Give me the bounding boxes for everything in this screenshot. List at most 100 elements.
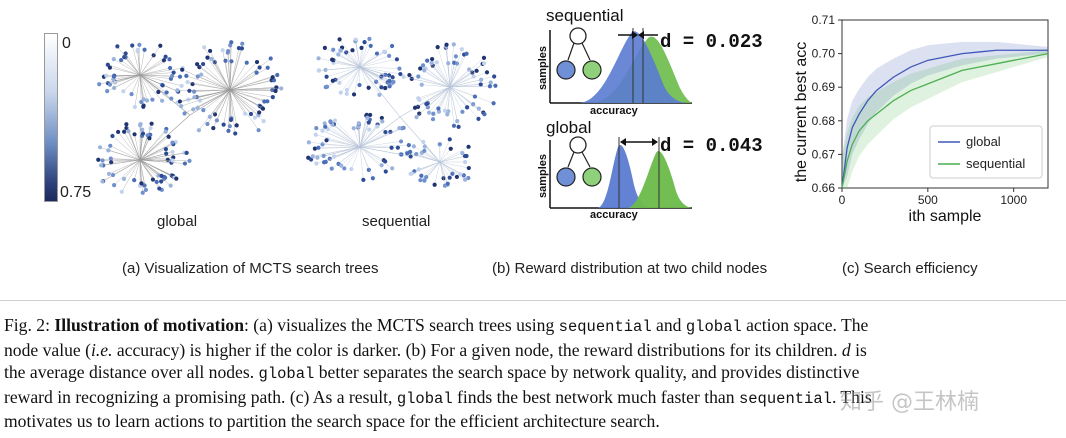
tree-node <box>154 179 159 185</box>
tree-node <box>100 179 105 184</box>
caption-line-2: node value (i.e. accuracy) is higher if … <box>4 339 867 360</box>
tree-node <box>419 173 424 178</box>
efficiency-chart: 0.66 0.67 0.68 0.69 0.70 0.71 0 500 1000 ith samp… <box>793 13 1049 225</box>
tree-node <box>270 75 275 80</box>
x-tick-label: 0 <box>839 193 846 207</box>
tree-node <box>175 88 180 93</box>
tree-node <box>268 56 273 61</box>
tree-node <box>390 166 395 171</box>
tree-node <box>221 122 226 127</box>
tree-node <box>472 94 478 99</box>
tree-node <box>145 98 150 103</box>
series-line-global <box>841 49 1048 189</box>
code-global: global <box>258 365 315 384</box>
tree-node <box>414 115 419 120</box>
tree-node <box>111 74 117 79</box>
tree-node <box>310 154 315 159</box>
tree-global <box>96 40 284 195</box>
tree-node <box>430 117 436 122</box>
tree-node <box>242 111 248 116</box>
tree-node <box>234 123 239 128</box>
tree-node <box>431 111 436 116</box>
tree-node <box>198 98 203 103</box>
tree-node <box>350 48 355 53</box>
tree-node <box>262 99 267 104</box>
tree-node <box>460 109 465 114</box>
tree-node <box>97 82 102 87</box>
tree-node <box>112 183 117 188</box>
tree-node <box>208 48 213 54</box>
tree-node <box>420 63 426 68</box>
panel-b-top-ylabel: samples <box>537 45 549 91</box>
tree-node <box>459 47 464 52</box>
code-sequential: sequential <box>738 389 832 408</box>
tree-node <box>239 46 245 51</box>
tree-node <box>462 153 468 159</box>
tree-node <box>100 158 105 163</box>
caption-divider <box>0 300 1066 301</box>
tree-node <box>179 83 184 88</box>
tree-node <box>466 165 471 171</box>
tree-node <box>322 45 327 50</box>
tree-node <box>191 107 196 112</box>
y-tick-label: 0.69 <box>812 80 836 94</box>
tree-node <box>138 121 143 127</box>
tree-node <box>476 116 481 121</box>
tree-node <box>374 51 380 56</box>
panel-b-top-plot <box>549 27 692 104</box>
tree-node <box>417 97 422 103</box>
tree-node <box>212 112 218 117</box>
tree-node <box>316 145 321 150</box>
tree-node <box>205 55 210 60</box>
node-child-blue-icon <box>556 167 576 187</box>
tree-node <box>104 73 109 78</box>
tree-node <box>470 70 475 75</box>
tree-node <box>391 79 396 84</box>
watermark: 知乎 @王林楠 <box>840 390 979 415</box>
tree-node <box>368 43 373 49</box>
tree-node <box>379 115 384 121</box>
tree-node <box>192 89 197 94</box>
tree-node <box>337 80 342 85</box>
tree-node <box>422 144 427 149</box>
tree-node <box>223 58 228 63</box>
tree-node <box>139 181 144 186</box>
tree-node <box>401 125 406 130</box>
tree-node <box>306 140 311 145</box>
node-child-blue-icon <box>556 60 576 80</box>
tree-node <box>150 177 156 182</box>
tree-node <box>488 80 493 85</box>
confidence-band <box>842 41 1048 189</box>
tree-node <box>159 179 164 184</box>
tree-node <box>320 142 325 147</box>
tree-node <box>150 97 155 102</box>
tree-node <box>105 89 110 94</box>
y-tick-label: 0.71 <box>812 13 836 27</box>
tree-node <box>387 53 392 58</box>
figure-caption: Fig. 2: Illustration of motivation: (a) … <box>4 314 1064 433</box>
tree-node <box>195 105 200 110</box>
tree-node <box>169 74 175 79</box>
tree-node <box>321 153 326 158</box>
panel-b-bottom-d: d = 0.043 <box>660 135 763 157</box>
tree-node <box>182 111 187 116</box>
panel-b-top-title: sequential <box>546 6 624 25</box>
tree-node <box>254 70 259 75</box>
tree-node <box>453 54 458 59</box>
tree-node <box>109 160 114 165</box>
tree-node <box>312 146 317 151</box>
tree-node <box>257 110 262 115</box>
tree-node <box>106 171 112 177</box>
tree-node <box>324 138 329 143</box>
panel-b-bottom-plot <box>549 136 692 209</box>
tree-node <box>124 122 129 127</box>
tree-node <box>179 104 184 109</box>
tree-node <box>493 83 498 88</box>
tree-node <box>196 128 201 133</box>
tree-node <box>349 166 354 172</box>
tree-node <box>362 39 367 45</box>
tree-node <box>397 66 402 71</box>
colorbar <box>44 33 58 202</box>
tree-node <box>279 86 284 91</box>
tree-node <box>366 120 371 125</box>
